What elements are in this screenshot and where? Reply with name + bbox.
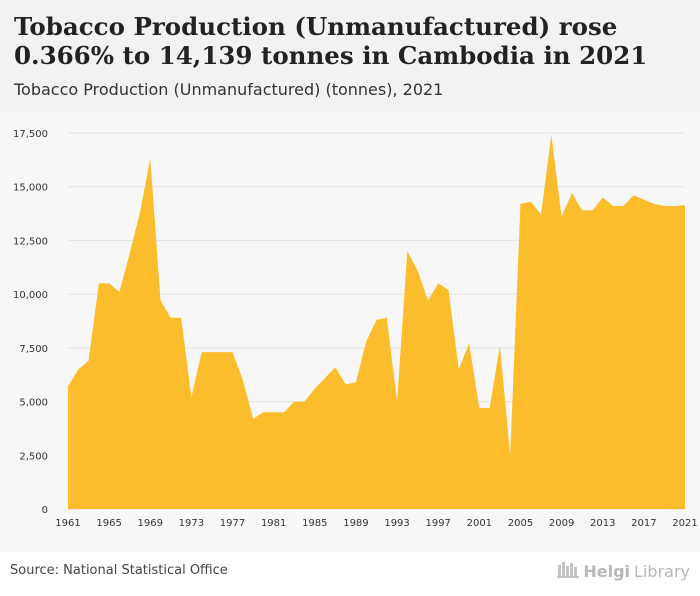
data-point [529,200,533,204]
data-point [426,299,430,303]
data-point [117,290,121,294]
data-point [97,281,101,285]
data-point [518,202,522,206]
data-point [436,281,440,285]
data-point [385,316,389,320]
x-tick-label: 1989 [343,518,368,529]
x-tick-label: 1997 [425,518,450,529]
data-point [498,344,502,348]
data-point [200,350,204,354]
area-fill [68,135,685,509]
data-point [128,251,132,255]
y-tick-label: 10,000 [13,290,48,301]
data-point [601,195,605,199]
data-point [642,198,646,202]
data-point [344,382,348,386]
data-point [621,204,625,208]
y-tick-label: 7,500 [19,344,48,355]
data-point [313,387,317,391]
data-point [272,410,276,414]
y-tick-label: 5,000 [19,398,48,409]
data-point [354,380,358,384]
data-point [282,410,286,414]
data-point [467,342,471,346]
bookshelf-icon [557,560,580,582]
source-note: Source: National Statistical Office [10,563,228,578]
data-point [333,365,337,369]
x-tick-label: 2009 [549,518,574,529]
data-point [220,350,224,354]
data-point [416,269,420,273]
x-tick-label: 1973 [179,518,204,529]
data-point [231,350,235,354]
x-tick-label: 2005 [508,518,533,529]
x-axis-tick-labels: 1961 1965 1969 1973 1977 1981 1985 1989 1993 1997… [55,518,697,529]
data-point [323,376,327,380]
data-point [303,400,307,404]
data-point [652,202,656,206]
data-point [241,378,245,382]
data-point [549,133,553,137]
chart-title: Tobacco Production (Unmanufactured) rose… [14,12,648,70]
data-point [580,208,584,212]
area-series [66,133,687,509]
data-point [632,193,636,197]
brand-library: Library [634,561,690,581]
data-point [560,215,564,219]
data-point [364,339,368,343]
x-tick-label: 2013 [590,518,615,529]
x-tick-label: 1969 [138,518,163,529]
y-tick-label: 12,500 [13,236,48,247]
y-tick-label: 2,500 [19,451,48,462]
x-tick-label: 1981 [261,518,286,529]
data-point [210,350,214,354]
data-point [375,318,379,322]
data-point [673,204,677,208]
y-axis-tick-labels: 0 2,500 5,000 7,500 10,000 12,500 15,000 17,500 [13,129,48,516]
chart-subtitle: Tobacco Production (Unmanufactured) (ton… [14,80,444,99]
data-point [477,406,481,410]
data-point [251,417,255,421]
data-point [189,395,193,399]
data-point [611,204,615,208]
x-tick-label: 1961 [55,518,80,529]
data-point [87,359,91,363]
data-point [107,281,111,285]
data-point [683,203,687,207]
data-point [662,204,666,208]
data-point [169,316,173,320]
y-tick-label: 17,500 [13,129,48,140]
data-point [261,410,265,414]
data-point [488,406,492,410]
x-tick-label: 1985 [302,518,327,529]
data-point [590,208,594,212]
chart-header: Tobacco Production (Unmanufactured) rose… [0,0,700,112]
y-tick-label: 15,000 [13,183,48,194]
x-tick-label: 1993 [384,518,409,529]
data-point [148,157,152,161]
data-point [457,367,461,371]
data-point [395,400,399,404]
data-point [446,288,450,292]
x-tick-label: 1977 [220,518,245,529]
x-tick-label: 2001 [467,518,492,529]
data-point [405,249,409,253]
data-point [138,210,142,214]
data-point [179,316,183,320]
data-point [539,213,543,217]
x-tick-label: 1965 [96,518,121,529]
y-tick-label: 0 [42,505,48,516]
x-tick-label: 2017 [631,518,656,529]
data-point [159,299,163,303]
data-point [292,400,296,404]
data-point [570,191,574,195]
x-tick-label: 2021 [672,518,697,529]
data-point [66,385,70,389]
brand-helgi: Helgi [583,561,631,581]
data-point [508,453,512,457]
helgi-library-logo[interactable]: Helgi Library [557,560,690,582]
area-chart: 0 2,500 5,000 7,500 10,000 12,500 15,000 17,500… [13,129,698,529]
data-point [76,367,80,371]
